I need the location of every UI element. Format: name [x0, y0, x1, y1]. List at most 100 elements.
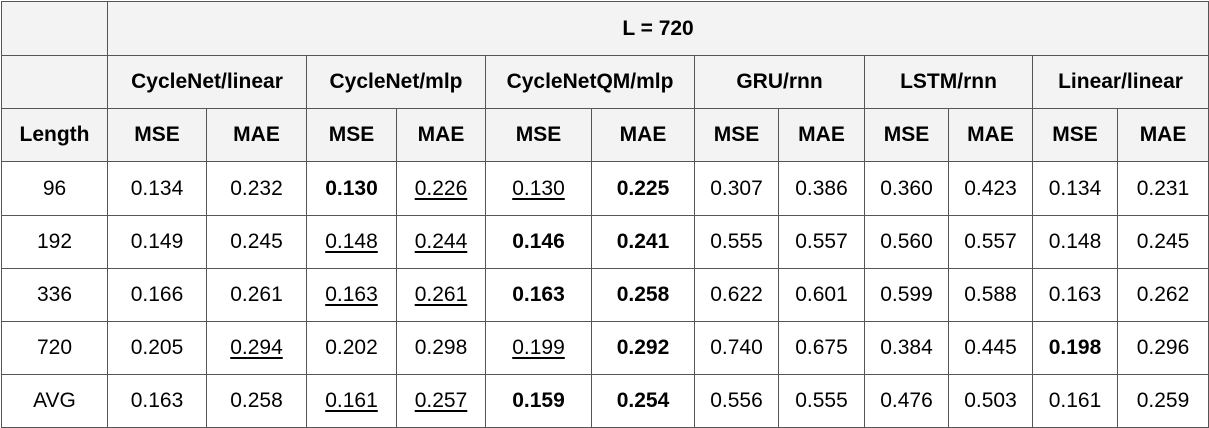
table-cell: 0.226 — [396, 161, 486, 216]
model-header: CycleNetQM/mlp — [485, 55, 695, 109]
metric-header: MSE — [107, 108, 207, 162]
cell-value: 0.555 — [795, 389, 848, 412]
cell-value: 0.166 — [130, 283, 184, 306]
table-cell: 0.292 — [591, 321, 695, 375]
table-cell: 0.130 — [306, 161, 397, 216]
table-cell: 0.161 — [306, 374, 397, 428]
cell-value: 0.198 — [1048, 336, 1102, 359]
cell-value: 0.675 — [795, 336, 848, 359]
row-length-label: 96 — [1, 161, 108, 216]
table-cell: 0.198 — [1032, 321, 1118, 375]
cell-value: 0.244 — [414, 230, 468, 253]
length-header: Length — [1, 108, 108, 162]
table-cell: 0.445 — [948, 321, 1033, 375]
table-cell: 0.557 — [778, 215, 865, 269]
table-cell: 0.557 — [948, 215, 1033, 269]
cell-value: 0.199 — [512, 336, 565, 359]
cell-value: 0.557 — [964, 230, 1017, 253]
cell-value: 0.225 — [616, 176, 670, 200]
cell-value: 0.740 — [710, 336, 763, 359]
table-cell: 0.601 — [778, 268, 865, 322]
cell-value: 0.163 — [130, 389, 184, 412]
table-cell: 0.254 — [591, 374, 695, 428]
cell-value: 0.232 — [230, 176, 283, 200]
cell-value: 0.161 — [325, 389, 378, 412]
cell-value: 0.159 — [512, 389, 565, 412]
header-row-top: L = 720 — [1, 1, 1209, 56]
metric-header: MSE — [694, 108, 779, 162]
cell-value: 0.384 — [880, 336, 933, 359]
table-cell: 0.622 — [694, 268, 779, 322]
row-length-label: 192 — [1, 215, 108, 269]
table-cell: 0.740 — [694, 321, 779, 375]
cell-value: 0.134 — [1048, 176, 1102, 200]
cell-value: 0.149 — [130, 230, 184, 253]
row-length-label: 720 — [1, 321, 108, 375]
cell-value: 0.503 — [964, 389, 1017, 412]
table-cell: 0.163 — [306, 268, 397, 322]
cell-value: 0.259 — [1136, 389, 1190, 412]
table-cell: 0.244 — [396, 215, 486, 269]
table-cell: 0.386 — [778, 161, 865, 216]
table-cell: 0.298 — [396, 321, 486, 375]
cell-value: 0.423 — [964, 176, 1017, 200]
table-cell: 0.199 — [485, 321, 592, 375]
cell-value: 0.556 — [710, 389, 763, 412]
table-cell: 0.588 — [948, 268, 1033, 322]
cell-value: 0.258 — [616, 283, 670, 306]
cell-value: 0.161 — [1048, 389, 1102, 412]
table-cell: 0.202 — [306, 321, 397, 375]
cell-value: 0.557 — [795, 230, 848, 253]
table-cell: 0.245 — [206, 215, 307, 269]
cell-value: 0.258 — [230, 389, 283, 412]
cell-value: 0.445 — [964, 336, 1017, 359]
cell-value: 0.261 — [414, 283, 468, 306]
cell-value: 0.257 — [414, 389, 468, 412]
table-cell: 0.556 — [694, 374, 779, 428]
cell-value: 0.202 — [325, 336, 378, 359]
metric-header: MSE — [485, 108, 592, 162]
cell-value: 0.292 — [616, 336, 670, 359]
table-cell: 0.294 — [206, 321, 307, 375]
table-row: 192 0.149 0.245 0.148 0.244 0.146 0.241 0.555 0.… — [1, 215, 1209, 269]
cell-value: 0.560 — [880, 230, 933, 253]
cell-value: 0.245 — [230, 230, 283, 253]
cell-value: 0.231 — [1136, 176, 1190, 200]
row-length-label: AVG — [1, 374, 108, 428]
table-cell: 0.262 — [1116, 268, 1209, 322]
cell-value: 0.386 — [795, 176, 848, 200]
table-cell: 0.159 — [485, 374, 592, 428]
table-cell: 0.599 — [864, 268, 949, 322]
table-cell: 0.149 — [107, 215, 207, 269]
cell-value: 0.163 — [325, 283, 378, 306]
header-row-models: CycleNet/linear CycleNet/mlp CycleNetQM/… — [1, 55, 1209, 109]
corner-cell-2 — [1, 55, 108, 109]
cell-value: 0.134 — [130, 176, 184, 200]
cell-value: 0.241 — [616, 230, 670, 253]
metric-header: MSE — [864, 108, 949, 162]
model-header: CycleNet/mlp — [306, 55, 486, 109]
metric-header: MAE — [396, 108, 486, 162]
cell-value: 0.130 — [512, 176, 565, 200]
table-cell: 0.225 — [591, 161, 695, 216]
cell-value: 0.245 — [1136, 230, 1190, 253]
cell-value: 0.163 — [512, 283, 565, 306]
model-header: Linear/linear — [1031, 55, 1209, 109]
table-cell: 0.148 — [1032, 215, 1118, 269]
table-cell: 0.360 — [864, 161, 949, 216]
metric-header: MSE — [1032, 108, 1118, 162]
table-row: 96 0.134 0.232 0.130 0.226 0.130 0.225 0.307 0.3… — [1, 161, 1209, 216]
table-cell: 0.257 — [396, 374, 486, 428]
table-row: AVG 0.163 0.258 0.161 0.257 0.159 0.254 0.556 0.… — [1, 374, 1209, 428]
table-cell: 0.258 — [206, 374, 307, 428]
header-row-metrics: Length MSE MAE MSE MAE MSE MAE MSE MAE M… — [1, 108, 1209, 162]
cell-value: 0.205 — [130, 336, 184, 359]
top-header-cell: L = 720 — [106, 1, 1209, 56]
table-cell: 0.231 — [1116, 161, 1209, 216]
cell-value: 0.588 — [964, 283, 1017, 306]
metric-header: MAE — [1116, 108, 1209, 162]
cell-value: 0.555 — [710, 230, 763, 253]
cell-value: 0.307 — [710, 176, 763, 200]
table-cell: 0.205 — [107, 321, 207, 375]
